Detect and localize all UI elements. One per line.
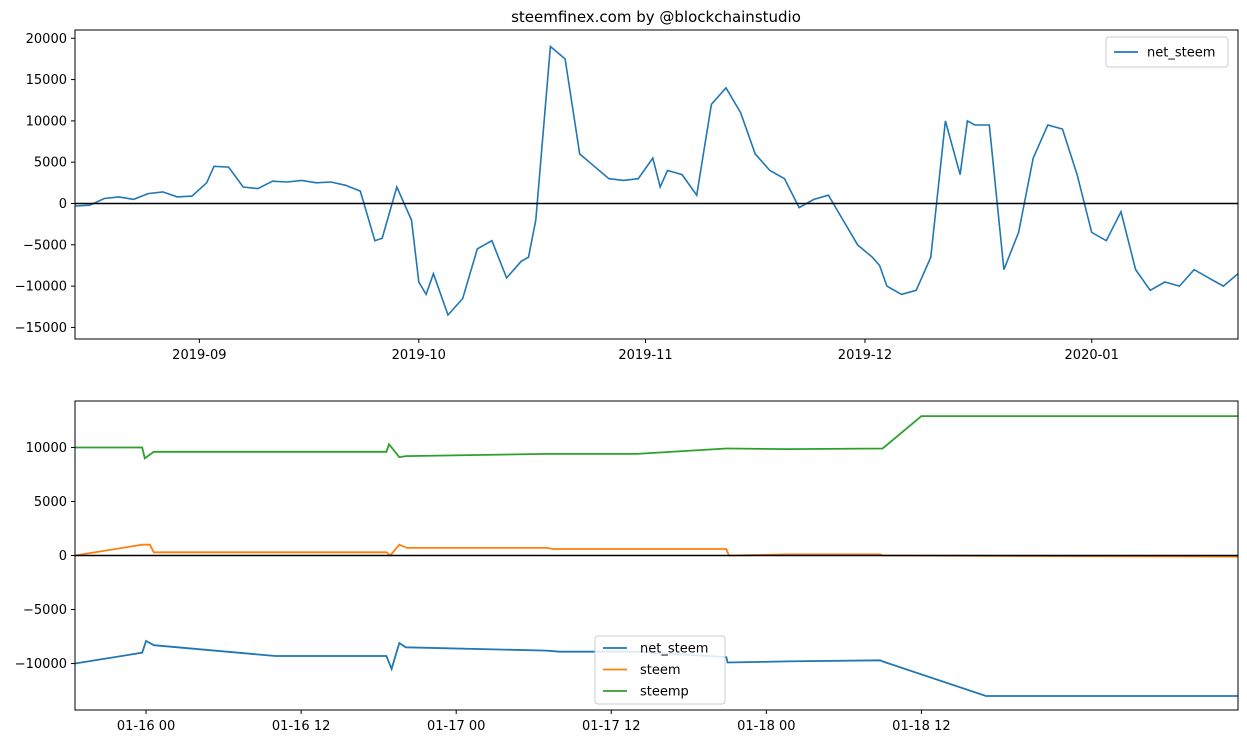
series-line-net-steem xyxy=(74,44,1239,317)
top-chart: steemfinex.com by @blockchainstudio −150… xyxy=(15,8,1239,363)
y-tick-label: 0 xyxy=(59,197,67,212)
y-tick-label: −10000 xyxy=(15,657,67,672)
top-chart-frame xyxy=(74,29,1239,340)
bottom-chart-plot-area xyxy=(74,415,1239,697)
x-tick-label: 01-16 00 xyxy=(117,719,175,734)
legend-label: steem xyxy=(640,663,681,678)
series-line-net-steem xyxy=(74,639,1238,697)
legend-label: net_steem xyxy=(1147,46,1215,61)
x-tick-label: 2020-01 xyxy=(1065,348,1119,363)
y-tick-label: 15000 xyxy=(26,73,67,88)
legend-label: net_steem xyxy=(640,642,708,657)
series-line-steemp xyxy=(75,415,1238,460)
y-tick-label: 10000 xyxy=(26,114,67,129)
chart-title: steemfinex.com by @blockchainstudio xyxy=(511,8,801,26)
y-tick-label: −5000 xyxy=(23,603,67,618)
y-tick-label: −15000 xyxy=(15,321,67,336)
y-tick-label: 5000 xyxy=(34,495,67,510)
x-tick-label: 01-17 00 xyxy=(427,719,485,734)
y-tick-label: 10000 xyxy=(26,441,67,456)
x-tick-label: 2019-09 xyxy=(172,348,226,363)
bottom-chart-axes: −10000 −5000 0 5000 10000 01-16 00 01-16 12 01-… xyxy=(15,441,951,734)
x-tick-label: 2019-12 xyxy=(838,348,892,363)
legend-label: steemp xyxy=(640,685,689,700)
y-tick-label: 5000 xyxy=(34,156,67,171)
x-tick-label: 01-16 12 xyxy=(272,719,330,734)
legend-box xyxy=(1105,36,1229,68)
bottom-chart: −10000 −5000 0 5000 10000 01-16 00 01-16 12 01-… xyxy=(15,400,1239,734)
x-tick-label: 2019-11 xyxy=(618,348,672,363)
series-line-steem xyxy=(74,543,1239,558)
x-tick-label: 01-18 00 xyxy=(737,719,795,734)
y-tick-label: −10000 xyxy=(15,280,67,295)
top-chart-plot-area xyxy=(74,44,1239,317)
x-tick-label: 2019-10 xyxy=(392,348,446,363)
y-tick-label: 20000 xyxy=(26,32,67,47)
top-chart-legend: net_steem xyxy=(1105,36,1229,68)
x-tick-label: 01-18 12 xyxy=(892,719,950,734)
y-tick-label: −5000 xyxy=(23,238,67,253)
top-chart-axes: −15000 −10000 −5000 0 5000 10000 15000 20000 201… xyxy=(15,32,1119,363)
x-tick-label: 01-17 12 xyxy=(582,719,640,734)
legend-box xyxy=(594,635,726,705)
y-tick-label: 0 xyxy=(59,549,67,564)
